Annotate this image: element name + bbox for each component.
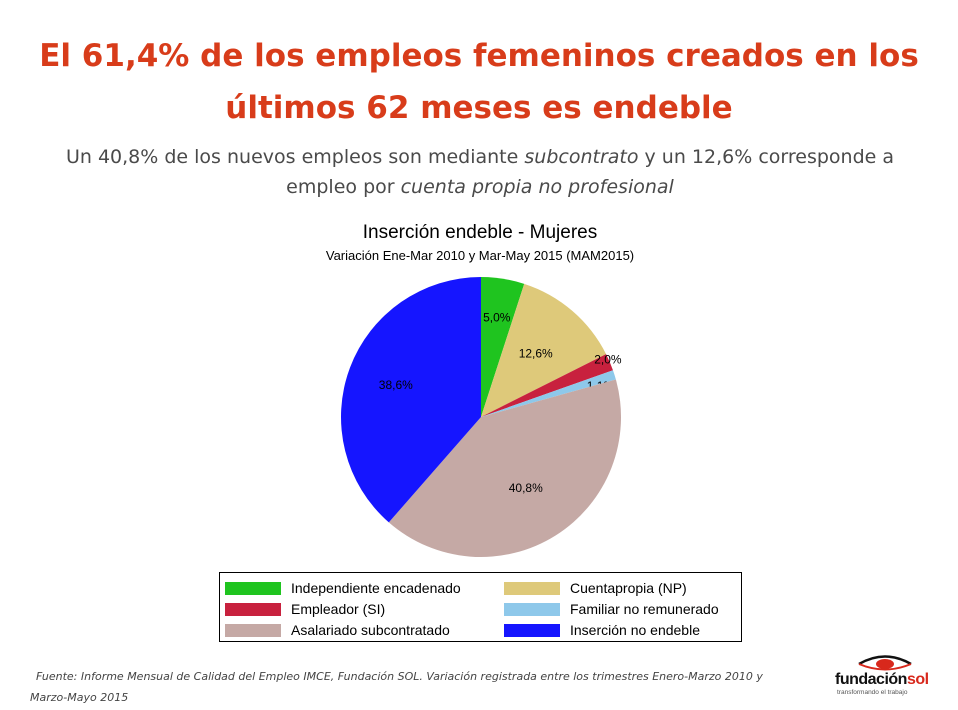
logo-tagline: transformando el trabajo: [837, 689, 908, 696]
chart-legend: Independiente encadenado Cuentapropia (N…: [219, 572, 742, 642]
legend-item-no-endeble: Inserción no endeble: [504, 622, 700, 638]
legend-swatch: [504, 602, 560, 616]
legend-swatch: [225, 581, 281, 595]
pie-slice: [388, 379, 621, 558]
logo-main: fundación: [835, 671, 907, 688]
legend-label: Familiar no remunerado: [570, 601, 719, 617]
pie-slice: [341, 277, 481, 523]
page-title-line-2: últimos 62 meses es endeble: [225, 90, 733, 126]
subtitle-part-2: y un 12,6% corresponde a empleo por: [286, 146, 895, 198]
chart-subtitle: Variación Ene-Mar 2010 y Mar-May 2015 (M…: [325, 248, 635, 263]
legend-label: Inserción no endeble: [570, 622, 700, 638]
logo-wordmark: fundaciónsol: [835, 671, 929, 689]
pie-slice: [481, 370, 616, 417]
pie-data-label: 40,8%: [509, 481, 543, 495]
pie-data-label: 12,6%: [519, 346, 553, 360]
legend-label: Asalariado subcontratado: [291, 622, 450, 638]
page-subtitle: Un 40,8% de los nuevos empleos son media…: [30, 142, 930, 202]
legend-item-cuentapropia: Cuentapropia (NP): [504, 580, 687, 596]
legend-swatch: [225, 623, 281, 637]
pie-data-label: 38,6%: [379, 378, 413, 392]
logo-accent: sol: [906, 671, 929, 688]
page-title-line-1: El 61,4% de los empleos femeninos creado…: [39, 38, 919, 74]
legend-label: Cuentapropia (NP): [570, 580, 687, 596]
legend-item-empleador: Empleador (SI): [225, 601, 385, 617]
subtitle-part-1: Un 40,8% de los nuevos empleos son media…: [65, 146, 525, 168]
subtitle-emphasis-2: cuenta propia no profesional: [400, 176, 674, 198]
subtitle-emphasis-1: subcontrato: [524, 146, 639, 168]
legend-label: Independiente encadenado: [291, 580, 461, 596]
source-note: Fuente: Informe Mensual de Calidad del E…: [30, 670, 763, 704]
legend-swatch: [225, 602, 281, 616]
legend-swatch: [504, 623, 560, 637]
legend-item-familiar: Familiar no remunerado: [504, 601, 719, 617]
eye-icon: [858, 655, 912, 671]
pie-slice: [481, 354, 613, 417]
pie-data-label: 2,0%: [594, 353, 622, 367]
pie-data-label: 5,0%: [483, 310, 511, 324]
fundacion-sol-logo: fundaciónsol transformando el trabajo: [835, 653, 935, 699]
pie-slice: [481, 283, 607, 417]
page-title: El 61,4% de los empleos femeninos creado…: [20, 30, 938, 134]
pie-slice: [481, 277, 525, 417]
legend-swatch: [504, 581, 560, 595]
legend-item-asalariado: Asalariado subcontratado: [225, 622, 450, 638]
legend-label: Empleador (SI): [291, 601, 386, 617]
legend-item-independiente: Independiente encadenado: [225, 580, 461, 596]
chart-title: Inserción endeble - Mujeres: [362, 222, 598, 243]
